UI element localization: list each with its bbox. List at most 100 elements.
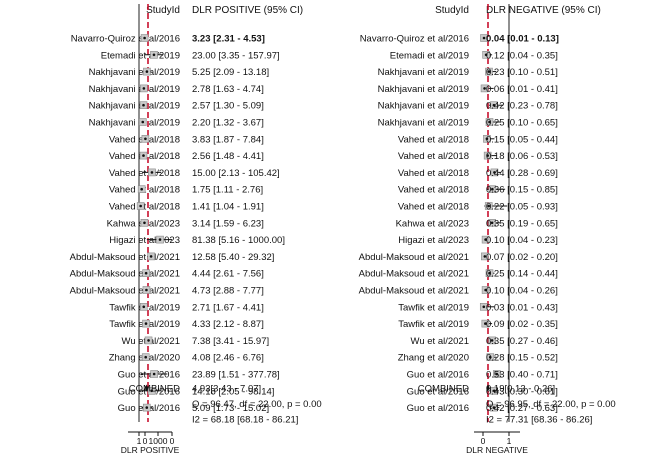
- heterogeneity-stat: Q = 96.47, df = 22.00, p = 0.00: [192, 399, 322, 410]
- estimate-label: 12.58 [5.40 - 29.32]: [192, 252, 274, 263]
- point-estimate: [149, 255, 153, 258]
- point-estimate: [484, 238, 487, 241]
- estimate-label: 4.08 [2.46 - 6.76]: [192, 353, 264, 364]
- point-estimate: [140, 187, 143, 191]
- estimate-label: 0.35 [0.19 - 0.65]: [486, 218, 558, 229]
- study-label: Kahwa et al/2023: [396, 218, 469, 229]
- estimate-label: 0.07 [0.02 - 0.20]: [486, 252, 558, 263]
- study-label: Nakhjavani et al/2019: [89, 84, 180, 95]
- estimate-label: 1.75 [1.11 - 2.76]: [192, 185, 263, 196]
- x-tick-label: 0: [170, 436, 175, 446]
- study-label: Tawfik et al/2019: [398, 319, 469, 330]
- point-estimate: [487, 70, 491, 73]
- study-label: Etemadi et al/2019: [101, 50, 180, 61]
- estimate-label: 0.03 [0.01 - 0.43]: [486, 302, 558, 313]
- estimate-label: 4.33 [2.12 - 8.87]: [192, 319, 264, 330]
- point-estimate: [150, 171, 154, 174]
- point-estimate: [483, 87, 486, 90]
- estimate-label: 0.10 [0.04 - 0.23]: [486, 235, 558, 246]
- estimate-label: 0.36 [0.15 - 0.85]: [486, 185, 558, 196]
- point-estimate: [482, 305, 486, 309]
- point-estimate: [150, 389, 153, 393]
- estimate-label: 5.25 [2.09 - 13.18]: [192, 67, 269, 78]
- estimate-label: 0.22 [0.05 - 0.93]: [486, 202, 558, 213]
- point-estimate: [142, 305, 146, 309]
- point-estimate: [143, 36, 146, 40]
- study-label: Guo et al/2016: [407, 386, 469, 397]
- estimate-label: 2.71 [1.67 - 4.41]: [192, 302, 264, 313]
- point-estimate: [145, 288, 148, 292]
- estimate-label: 3.83 [1.87 - 7.84]: [192, 134, 264, 145]
- x-tick-label: 0: [143, 436, 148, 446]
- study-label: Nakhjavani et al/2019: [378, 118, 469, 129]
- estimate-label: 0.06 [0.01 - 0.41]: [486, 84, 558, 95]
- study-label: Nakhjavani et al/2019: [378, 84, 469, 95]
- study-label: Abdul-Maksoud et al/2021: [359, 286, 469, 297]
- heterogeneity-stat: I2 = 68.18 [68.18 - 86.21]: [192, 415, 298, 426]
- study-label: Zhang et al/2020: [398, 353, 469, 364]
- estimate-label: 81.38 [5.16 - 1000.00]: [192, 235, 285, 246]
- estimate-label: 0.09 [0.02 - 0.35]: [486, 319, 558, 330]
- estimate-label: 2.57 [1.30 - 5.09]: [192, 101, 264, 112]
- study-label: Nakhjavani et al/2019: [89, 101, 180, 112]
- study-label: Nakhjavani et al/2019: [89, 118, 180, 129]
- estimate-label: 0.44 [0.28 - 0.69]: [486, 168, 558, 179]
- point-estimate: [144, 355, 148, 359]
- combined-label: COMBINED: [129, 384, 180, 395]
- combined-estimate-label: 0.19[0.13 - 0.26]: [486, 384, 555, 395]
- column-header-stat: DLR NEGATIVE (95% CI): [486, 5, 601, 16]
- x-tick-label: 1: [507, 436, 512, 446]
- estimate-label: 23.89 [1.51 - 377.78]: [192, 370, 280, 381]
- study-label: Vahed et al/2018: [109, 168, 180, 179]
- point-estimate: [142, 103, 145, 107]
- x-axis-label: DLR POSITIVE: [121, 445, 180, 455]
- point-estimate: [158, 238, 162, 241]
- point-estimate: [145, 406, 149, 409]
- study-label: Vahed et al/2018: [398, 151, 469, 162]
- estimate-label: 0.42 [0.23 - 0.78]: [486, 101, 558, 112]
- point-estimate: [493, 171, 496, 174]
- estimate-label: 0.23 [0.10 - 0.51]: [486, 67, 558, 78]
- study-label: Abdul-Maksoud et al/2021: [359, 252, 469, 263]
- combined-estimate-label: 4.93[3.43 - 7.07]: [192, 384, 261, 395]
- point-estimate: [492, 103, 496, 107]
- estimate-label: 2.20 [1.32 - 3.67]: [192, 118, 264, 129]
- study-label: Abdul-Maksoud et al/2021: [70, 286, 180, 297]
- point-estimate: [488, 120, 491, 124]
- study-label: Guo et al/2016: [407, 403, 469, 414]
- point-estimate: [152, 372, 156, 376]
- heterogeneity-stat: I2 = 77.31 [68.36 - 86.26]: [486, 415, 592, 426]
- point-estimate: [488, 355, 492, 359]
- combined-diamond: [144, 384, 149, 392]
- point-estimate: [487, 204, 491, 208]
- point-estimate: [144, 322, 148, 325]
- forest-panel-2: StudyId DLR NEGATIVE (95% CI) Navarro-Quir…: [359, 4, 616, 455]
- point-estimate: [144, 271, 148, 275]
- study-label: Vahed et al/2018: [398, 202, 469, 213]
- estimate-label: 0.10 [0.04 - 0.26]: [486, 286, 558, 297]
- estimate-label: 2.78 [1.63 - 4.74]: [192, 84, 264, 95]
- estimate-label: 23.00 [3.35 - 157.97]: [192, 50, 280, 61]
- point-estimate: [490, 221, 494, 225]
- point-estimate: [484, 288, 487, 292]
- study-label: Wu et al/2021: [411, 336, 469, 347]
- point-estimate: [141, 120, 145, 124]
- point-estimate: [147, 339, 150, 342]
- point-estimate: [495, 372, 499, 376]
- column-header-stat: DLR POSITIVE (95% CI): [192, 5, 303, 16]
- point-estimate: [483, 255, 487, 258]
- study-label: Abdul-Maksoud et al/2021: [70, 269, 180, 280]
- estimate-label: 1.41 [1.04 - 1.91]: [192, 202, 264, 213]
- study-label: Etemadi et al/2019: [390, 50, 469, 61]
- point-estimate: [486, 154, 489, 157]
- point-estimate: [145, 70, 149, 73]
- study-label: Guo et al/2016: [407, 370, 469, 381]
- estimate-label: 0.18 [0.06 - 0.53]: [486, 151, 558, 162]
- column-header-study: StudyId: [435, 5, 469, 16]
- point-estimate: [488, 271, 491, 275]
- x-tick-label: 0: [481, 436, 486, 446]
- estimate-label: 3.23 [2.31 - 4.53]: [192, 34, 265, 45]
- study-label: Nakhjavani et al/2019: [378, 67, 469, 78]
- estimate-label: 0.15 [0.05 - 0.44]: [486, 134, 558, 145]
